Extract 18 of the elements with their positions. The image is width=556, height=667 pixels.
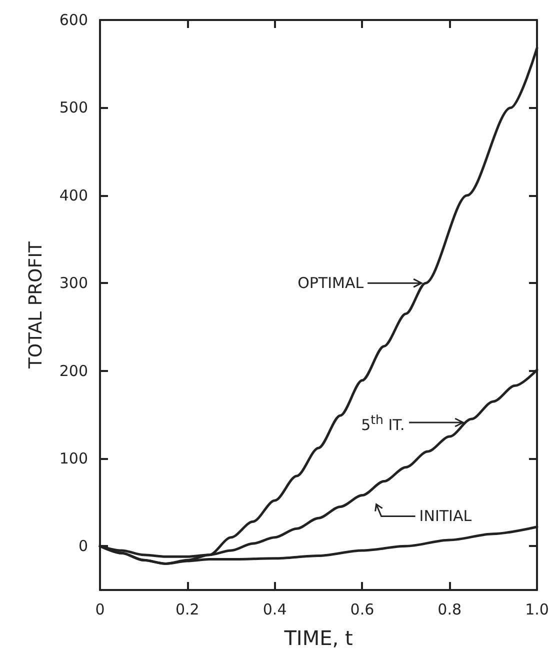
y-tick-label: 0	[78, 537, 88, 556]
x-tick-label: 1.0	[525, 600, 549, 618]
x-tick-label: 0.2	[175, 600, 200, 618]
y-tick-label: 100	[59, 449, 88, 468]
y-tick-label: 600	[59, 11, 88, 29]
x-tick-label: 0.8	[438, 600, 462, 618]
y-axis-title: TOTAL PROFIT	[26, 240, 46, 370]
annotation: INITIAL	[419, 507, 472, 526]
x-axis-title: TIME, t	[283, 626, 353, 650]
annotation: 5$^{th}$ IT.	[361, 412, 405, 434]
y-tick-label: 200	[59, 362, 88, 380]
y-tick-label: 300	[59, 274, 88, 292]
x-tick-label: 0.4	[262, 600, 287, 618]
y-tick-label: 400	[59, 186, 88, 204]
annotation: OPTIMAL	[298, 274, 364, 292]
x-tick-label: 0	[95, 600, 105, 618]
y-tick-label: 500	[59, 98, 88, 117]
x-tick-label: 0.6	[350, 600, 374, 618]
